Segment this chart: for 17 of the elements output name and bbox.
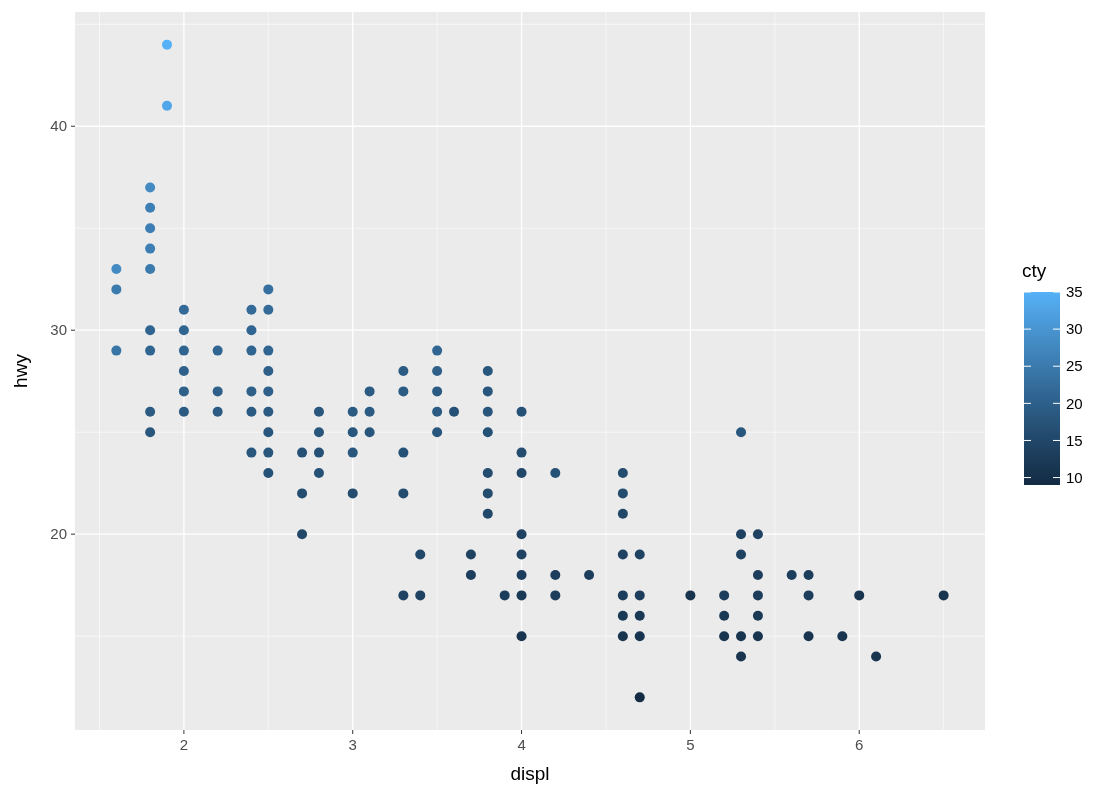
color-bar-label: 10 [1066, 468, 1083, 486]
color-bar-label: 20 [1066, 394, 1083, 412]
color-bar-label: 35 [1066, 283, 1083, 301]
y-axis-title: hwy [10, 353, 31, 388]
y-tick-label: 40 [50, 117, 67, 135]
color-bar-label: 30 [1066, 320, 1083, 338]
color-bar-label: 25 [1066, 357, 1083, 375]
color-bar-title: cty [1022, 260, 1047, 281]
y-tick-label: 30 [50, 321, 67, 339]
x-tick-label: 5 [686, 736, 695, 753]
x-axis-title: displ [510, 763, 550, 784]
x-tick-label: 4 [517, 736, 526, 753]
x-tick-label: 2 [179, 736, 189, 753]
color-bar-label: 15 [1066, 431, 1083, 449]
x-tick-label: 3 [348, 736, 357, 753]
y-tick-label: 20 [50, 525, 67, 543]
x-tick-label: 6 [855, 736, 864, 753]
